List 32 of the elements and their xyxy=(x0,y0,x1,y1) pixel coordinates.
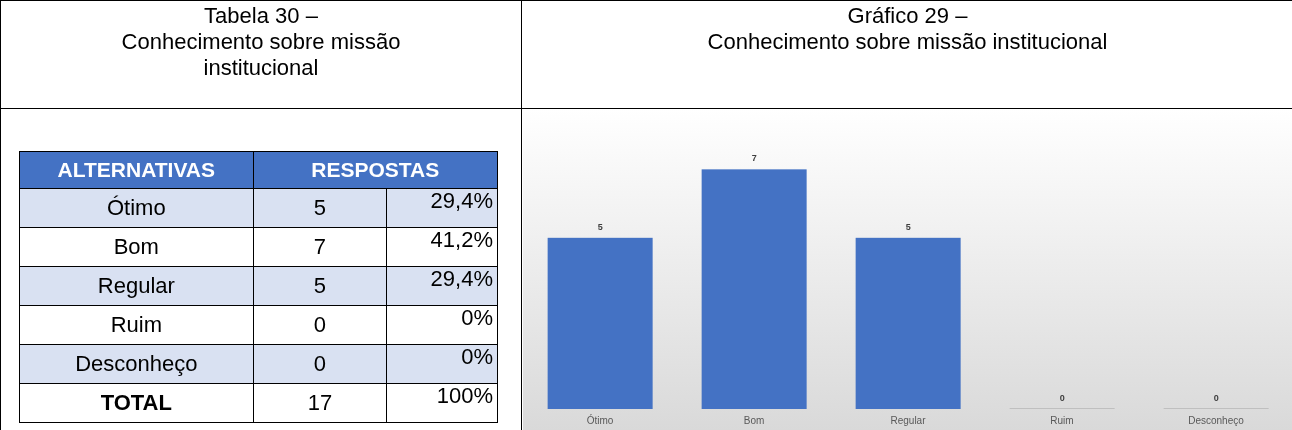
category-label: Bom xyxy=(19,227,254,267)
data-label: 0 xyxy=(1059,393,1065,403)
text: 100% xyxy=(386,383,498,423)
text: 29,4% xyxy=(386,188,498,228)
data-label: 7 xyxy=(751,153,757,164)
text: ALTERNATIVAS xyxy=(19,151,254,189)
text: 7 xyxy=(253,227,387,267)
x-tick-label: Bom xyxy=(743,415,765,427)
category-label: Ótimo xyxy=(19,188,254,228)
chart-title: Gráfico 29 – Conhecimento sobre missão institucional xyxy=(706,3,1109,55)
text: 29,4% xyxy=(386,266,498,306)
x-tick-label: Ruim xyxy=(1050,415,1074,427)
text: 0% xyxy=(386,305,498,345)
text: 0 xyxy=(253,344,387,384)
text: 5 xyxy=(253,266,387,306)
category-label: Ruim xyxy=(19,305,254,345)
text: 17 xyxy=(253,383,387,423)
text: 0% xyxy=(386,344,498,384)
text: 0 xyxy=(253,305,387,345)
category-label: Desconheço xyxy=(19,344,254,384)
text: Tabela 30 – Conhecimento sobre missão institucional xyxy=(120,3,402,81)
category-label: Regular xyxy=(19,266,254,306)
text: RESPOSTAS xyxy=(253,151,498,189)
text: 5 xyxy=(253,188,387,228)
text: 41,2% xyxy=(386,227,498,267)
data-label: 0 xyxy=(1213,393,1219,403)
x-tick-label: Regular xyxy=(890,415,927,427)
data-label: 5 xyxy=(905,221,911,232)
x-tick-label: Desconheço xyxy=(1188,415,1245,427)
x-tick-label: Ótimo xyxy=(586,414,614,427)
category-label: TOTAL xyxy=(19,383,254,423)
data-label: 5 xyxy=(597,221,603,232)
